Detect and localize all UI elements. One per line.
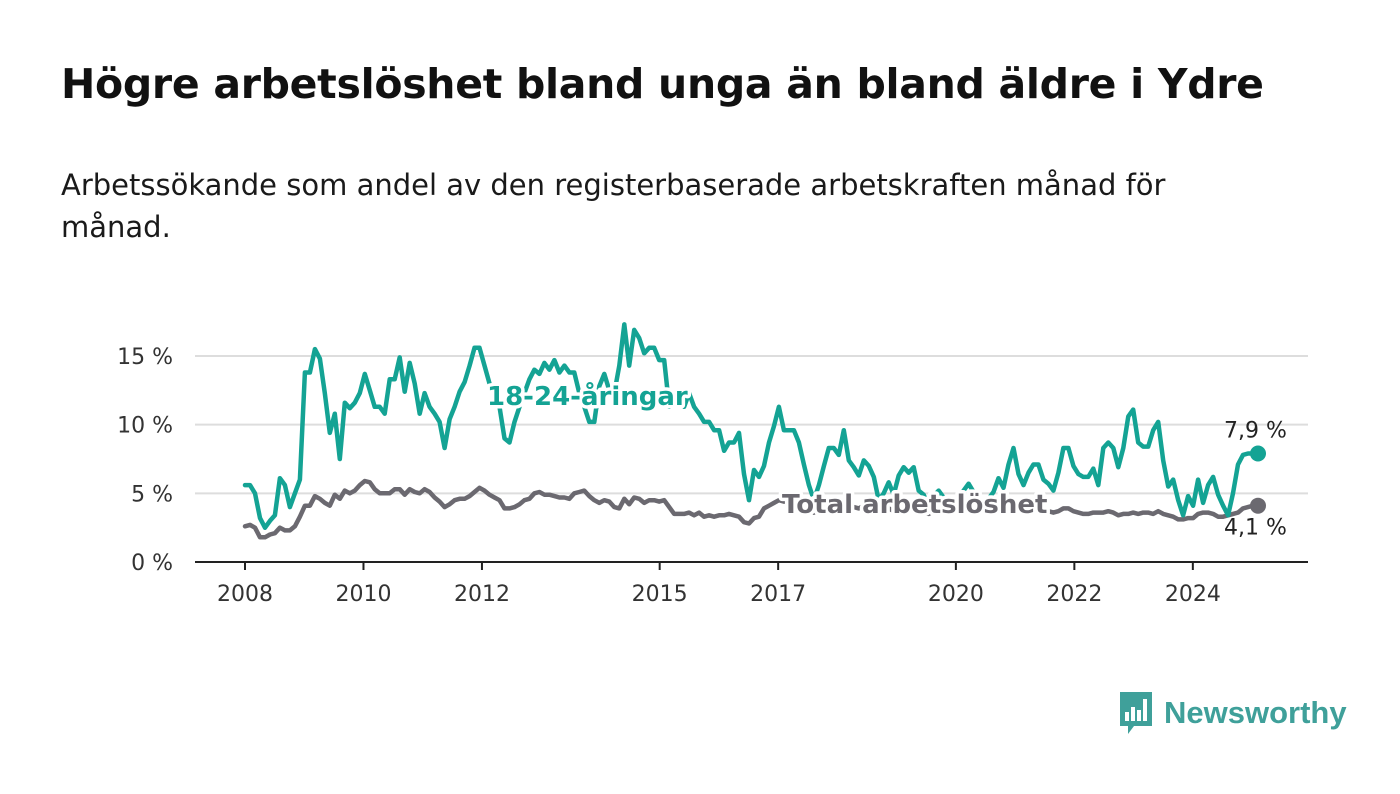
chart-title: Högre arbetslöshet bland unga än bland ä…	[61, 60, 1264, 108]
total-end-label: 4,1 %	[1224, 516, 1287, 541]
chart-subtitle: Arbetssökande som andel av den registerb…	[61, 168, 1166, 244]
x-tick-label: 2015	[632, 582, 688, 607]
bar-chart-icon	[1120, 692, 1152, 734]
x-tick-label: 2024	[1165, 582, 1221, 607]
total-end-point	[1250, 497, 1266, 514]
total-series-label-halo: Total arbetslöshet	[782, 490, 1047, 520]
total-series-label: Total arbetslöshet	[782, 490, 1047, 520]
youth-series-label-halo: 18-24-åringar	[487, 380, 688, 412]
youth-series-line	[242, 322, 1261, 530]
x-tick-label: 2010	[335, 582, 391, 607]
series-labels: 4,1 %7,9 %18-24-åringar18-24-åringarTota…	[484, 377, 1287, 541]
x-axis-ticks: 2008 2010 2012 2015 2017 2020 2022 2024	[217, 562, 1221, 607]
y-axis-ticks: 0 % 5 % 10 % 15 %	[117, 345, 173, 576]
x-tick-label: 2020	[928, 582, 984, 607]
y-tick-label: 10 %	[117, 414, 173, 439]
x-tick-label: 2008	[217, 582, 273, 607]
line-chart: 0 %5 %10 %15 % 2008 2010 2012 2015 2017 2020 2…	[117, 322, 1308, 607]
youth-end-label: 7,9 %	[1224, 419, 1287, 444]
brand-name: Newsworthy	[1164, 695, 1347, 730]
y-tick-label: 15 %	[117, 345, 173, 370]
total-series-line	[242, 478, 1261, 540]
x-tick-label: 2017	[750, 582, 806, 607]
youth-end-point	[1250, 445, 1266, 462]
y-tick-label: 5 %	[131, 482, 173, 507]
x-tick-label: 2012	[454, 582, 510, 607]
x-tick-label: 2022	[1046, 582, 1102, 607]
newsworthy-logo: Newsworthy	[1118, 690, 1347, 736]
series-lines	[242, 322, 1266, 540]
y-tick-label: 0 %	[131, 551, 173, 576]
youth-series-label: 18-24-åringar	[487, 380, 688, 412]
